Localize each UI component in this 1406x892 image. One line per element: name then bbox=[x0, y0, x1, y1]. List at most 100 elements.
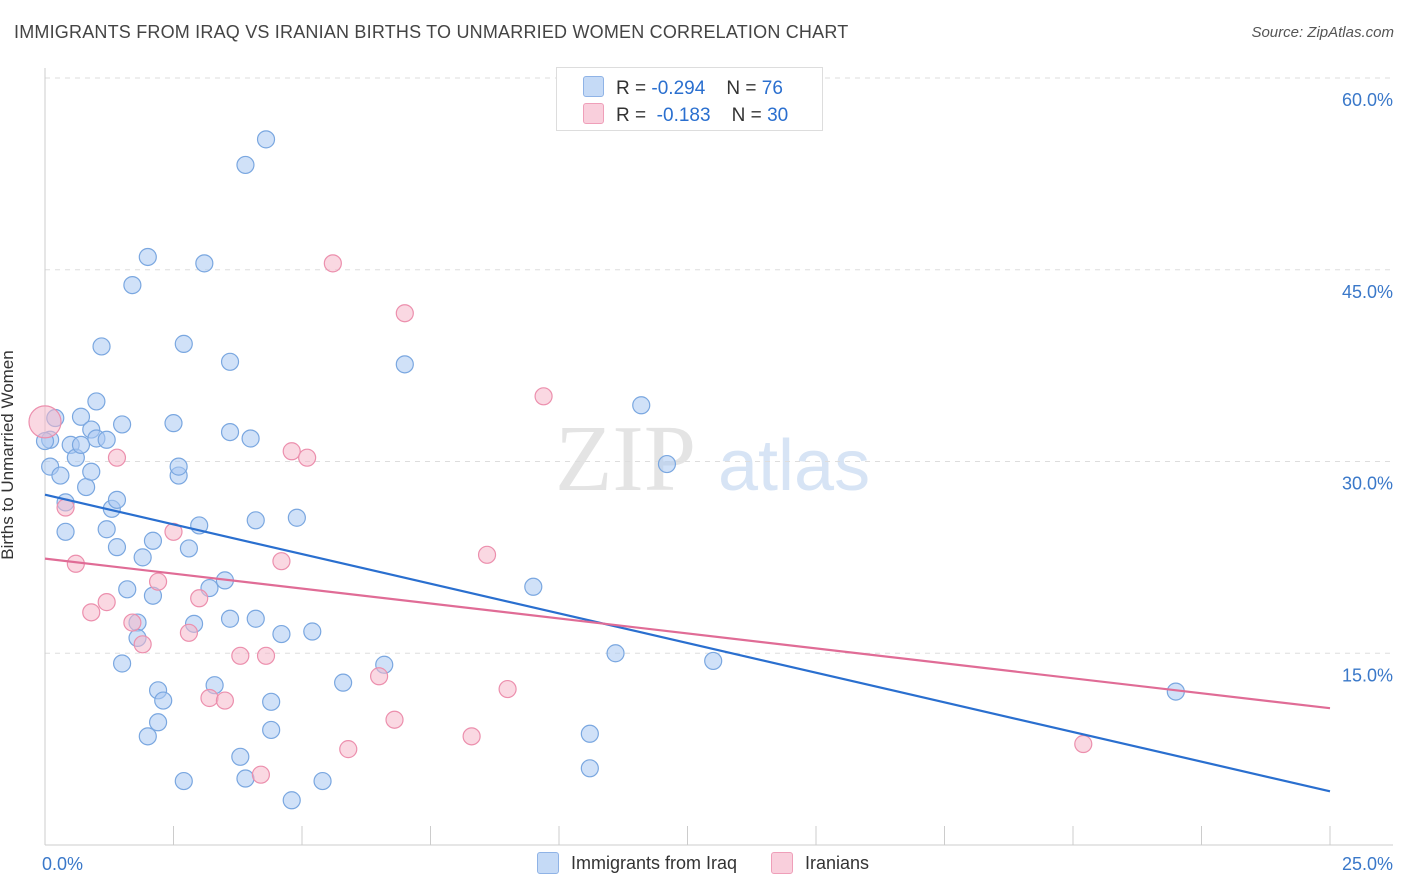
legend-swatch-iraq bbox=[583, 76, 604, 97]
point-iraq bbox=[112, 415, 132, 434]
data-points bbox=[28, 130, 1185, 810]
watermark-atlas: atlas bbox=[718, 426, 870, 506]
point-iraq bbox=[123, 275, 142, 295]
legend-r-label: R = bbox=[616, 105, 647, 126]
series-legend-swatch-iranians bbox=[771, 852, 793, 874]
point-iranians bbox=[133, 635, 152, 654]
stats-legend-row-iranians: R = -0.183 N = 30 bbox=[583, 103, 788, 126]
trend-line-iraq bbox=[44, 493, 1331, 793]
series-legend-label-iranians: Iranians bbox=[805, 852, 870, 873]
point-iranians bbox=[231, 646, 250, 665]
point-iraq bbox=[195, 254, 214, 273]
point-iraq bbox=[606, 644, 625, 663]
series-legend-item-iraq[interactable]: Immigrants from Iraq bbox=[536, 852, 737, 874]
axes bbox=[44, 68, 1393, 846]
point-iraq bbox=[241, 429, 260, 448]
point-iranians bbox=[200, 688, 219, 708]
point-iranians bbox=[107, 448, 127, 467]
point-iraq bbox=[71, 435, 91, 454]
point-iraq bbox=[107, 490, 127, 509]
point-iraq bbox=[107, 538, 127, 557]
chart-title: IMMIGRANTS FROM IRAQ VS IRANIAN BIRTHS T… bbox=[14, 22, 849, 42]
legend-r-value-iraq: -0.294 bbox=[651, 78, 706, 99]
legend-swatch-iranians bbox=[583, 103, 604, 124]
point-iraq bbox=[220, 422, 240, 442]
point-iraq bbox=[92, 337, 111, 356]
point-iranians bbox=[385, 710, 404, 729]
point-iraq bbox=[169, 457, 188, 476]
point-iraq bbox=[154, 691, 173, 710]
point-iraq bbox=[112, 654, 132, 673]
x-tick-label: 0.0% bbox=[42, 854, 83, 874]
point-iranians bbox=[256, 646, 276, 665]
point-iraq bbox=[220, 609, 240, 628]
tick-labels: 15.0% 30.0% 45.0% 60.0% 0.0% 25.0% bbox=[42, 90, 1393, 874]
trend-line-iranians bbox=[44, 557, 1331, 710]
point-iraq bbox=[220, 352, 240, 371]
point-iraq bbox=[71, 407, 91, 426]
series-legend-label-iraq: Immigrants from Iraq bbox=[570, 852, 737, 873]
point-iraq bbox=[236, 155, 255, 175]
point-iraq bbox=[282, 791, 301, 810]
point-iranians bbox=[251, 765, 270, 784]
legend-n-label: N = bbox=[731, 105, 762, 126]
point-iraq bbox=[51, 466, 70, 485]
point-iraq bbox=[334, 673, 353, 692]
y-tick-label: 15.0% bbox=[1342, 665, 1393, 685]
point-iraq bbox=[133, 548, 152, 567]
point-iranians bbox=[82, 603, 101, 622]
point-iraq bbox=[56, 522, 75, 541]
stats-legend-row-iraq: R = -0.294 N = 76 bbox=[583, 76, 783, 99]
point-iranians bbox=[97, 593, 116, 612]
point-iranians bbox=[282, 442, 301, 461]
series-legend: Immigrants from Iraq Iranians bbox=[0, 852, 1406, 874]
point-iranians bbox=[190, 589, 209, 608]
point-iraq bbox=[87, 392, 106, 411]
point-iraq bbox=[313, 771, 332, 791]
point-iraq bbox=[246, 511, 265, 530]
stats-legend: R = -0.294 N = 76 R = -0.183 N = 30 bbox=[556, 67, 823, 131]
source-label: Source: ZipAtlas.com bbox=[1251, 24, 1394, 41]
point-iraq bbox=[97, 430, 116, 449]
legend-r-value-iranians: -0.183 bbox=[656, 105, 711, 126]
point-iranians bbox=[1074, 734, 1093, 754]
point-iraq bbox=[524, 577, 543, 596]
legend-n-label: N = bbox=[726, 78, 757, 99]
point-iraq bbox=[148, 713, 168, 732]
point-iranians bbox=[462, 727, 481, 746]
point-iraq bbox=[174, 334, 193, 353]
point-iranians bbox=[298, 448, 317, 467]
point-iraq bbox=[287, 508, 306, 527]
legend-n-value-iraq: 76 bbox=[761, 78, 783, 99]
point-iranians bbox=[498, 679, 517, 699]
series-legend-item-iranians[interactable]: Iranians bbox=[771, 852, 869, 874]
point-iraq bbox=[632, 396, 651, 415]
point-iraq bbox=[272, 624, 291, 644]
point-iraq bbox=[174, 771, 193, 791]
y-tick-label: 30.0% bbox=[1342, 474, 1393, 494]
point-iranians bbox=[179, 623, 199, 642]
point-iranians bbox=[215, 691, 234, 710]
point-iraq bbox=[657, 454, 677, 474]
trend-lines bbox=[44, 493, 1331, 793]
point-iraq bbox=[164, 414, 183, 433]
point-iraq bbox=[246, 609, 265, 628]
point-iraq bbox=[580, 724, 599, 743]
point-iraq bbox=[236, 769, 255, 788]
point-iraq bbox=[118, 580, 137, 599]
point-iraq bbox=[77, 477, 96, 497]
series-legend-swatch-iraq bbox=[536, 852, 559, 874]
point-iraq bbox=[303, 622, 322, 641]
point-iranians bbox=[477, 545, 497, 564]
point-iraq bbox=[395, 355, 414, 374]
point-iranians bbox=[28, 405, 62, 439]
y-tick-label: 45.0% bbox=[1342, 282, 1393, 302]
point-iranians bbox=[370, 667, 389, 686]
point-iranians bbox=[534, 387, 553, 406]
point-iranians bbox=[323, 254, 342, 273]
point-iraq bbox=[262, 692, 281, 711]
point-iraq bbox=[231, 747, 250, 766]
point-iraq bbox=[138, 727, 157, 746]
point-iraq bbox=[262, 720, 281, 740]
